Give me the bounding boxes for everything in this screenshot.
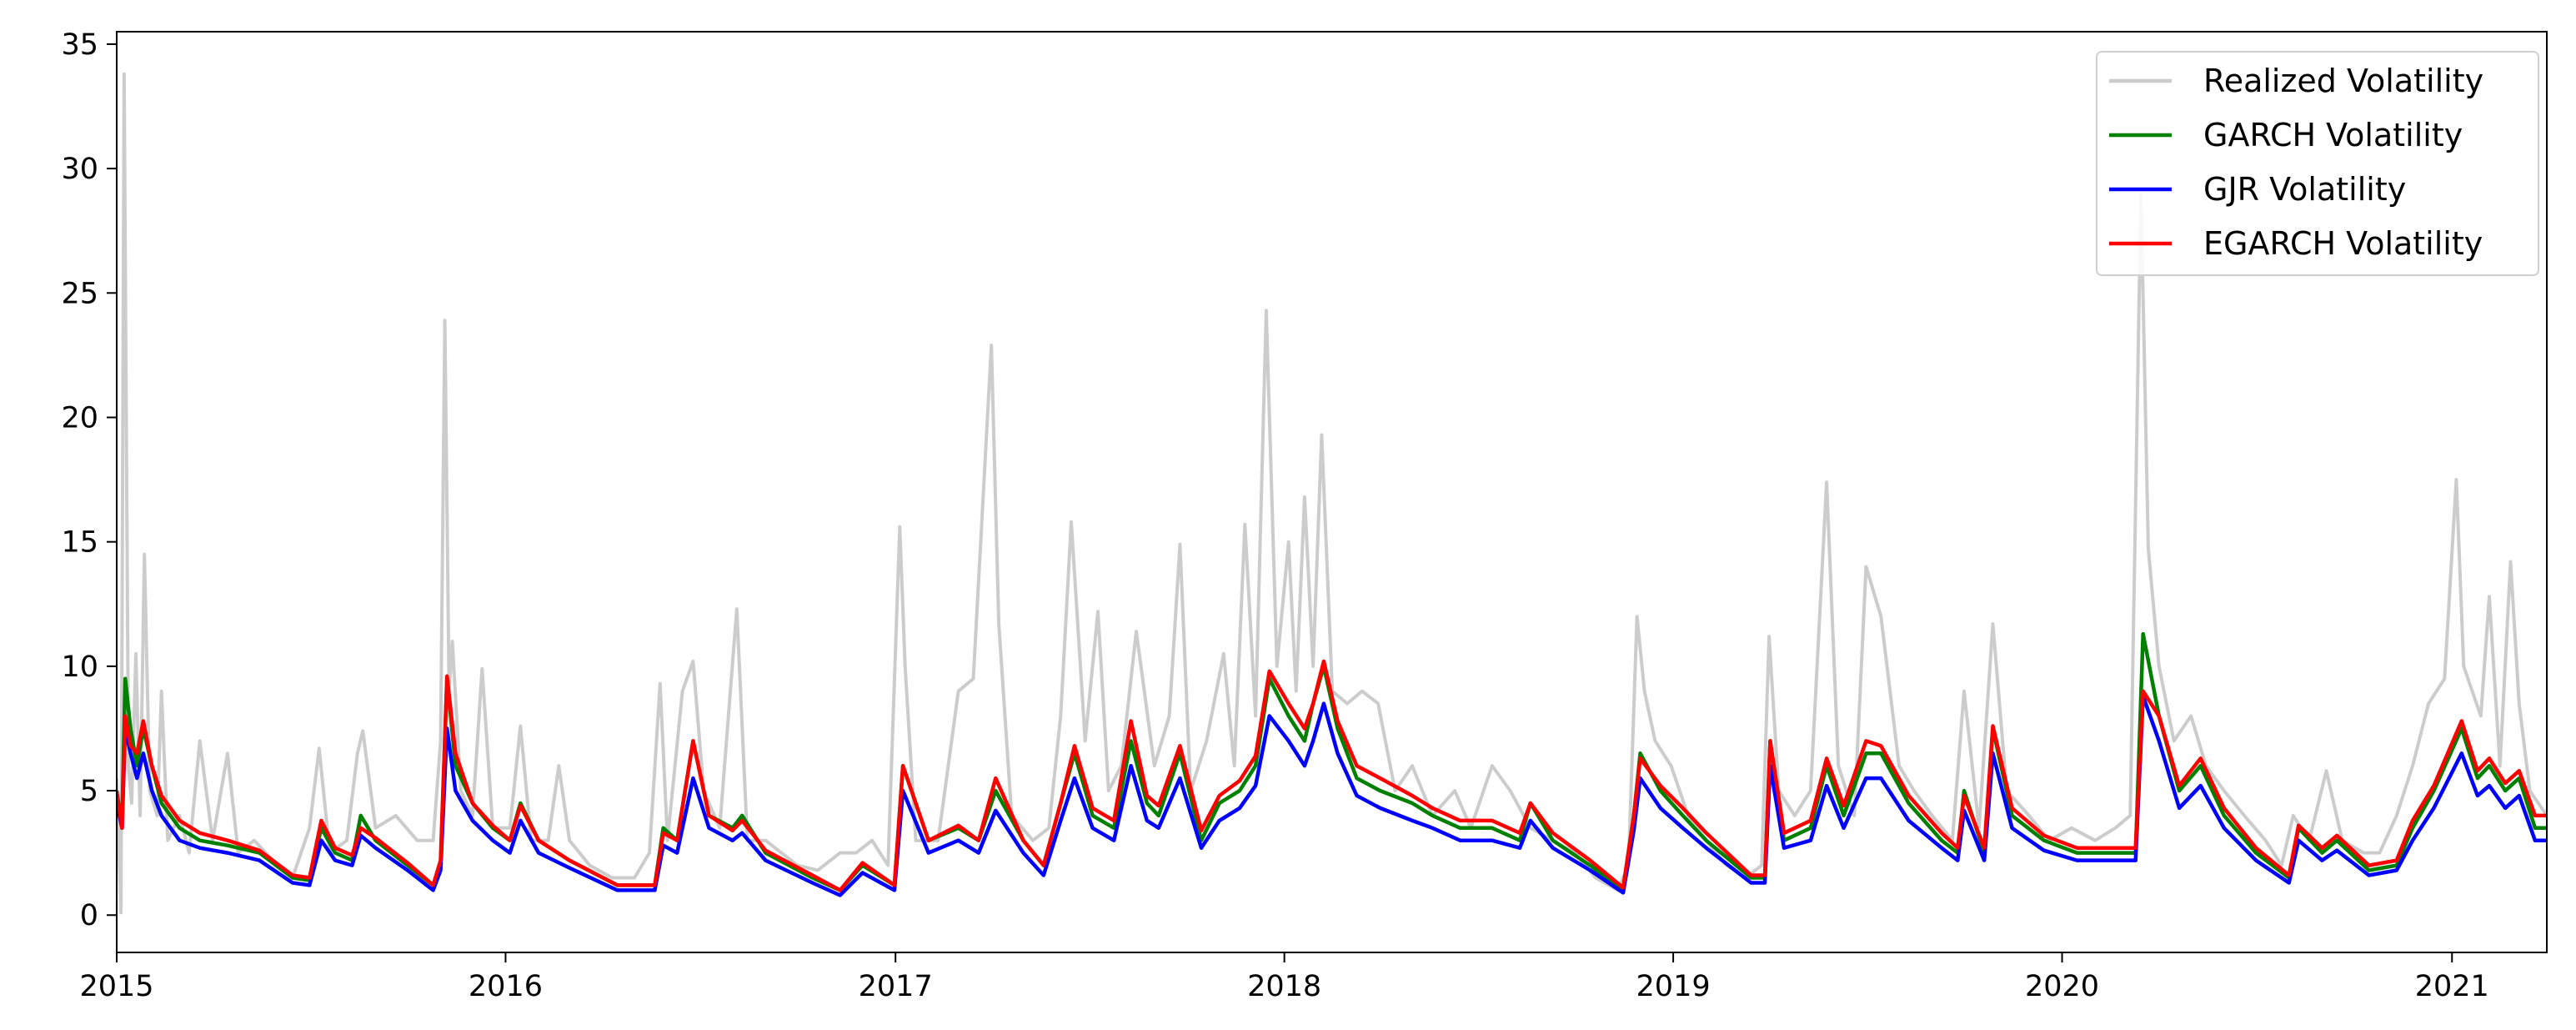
series-line-realized-volatility: [117, 72, 2547, 915]
plot-frame: [116, 31, 2548, 953]
x-tick-label: 2017: [859, 970, 933, 1003]
legend-label: GJR Volatility: [2203, 171, 2406, 208]
y-tick-label: 15: [61, 526, 98, 560]
series-line-egarch-volatility: [117, 659, 2547, 892]
x-tick-label: 2018: [1247, 970, 1321, 1003]
y-tick-label: 0: [80, 899, 98, 932]
x-tick-label: 2021: [2415, 970, 2489, 1003]
legend-box: [2096, 51, 2539, 276]
legend-label: GARCH Volatility: [2203, 117, 2463, 153]
x-tick-label: 2020: [2025, 970, 2099, 1003]
legend-label: EGARCH Volatility: [2203, 225, 2483, 262]
x-tick-label: 2019: [1636, 970, 1711, 1003]
y-tick-label: 5: [80, 775, 98, 808]
y-tick-label: 25: [61, 277, 98, 310]
y-tick-label: 30: [61, 153, 98, 186]
legend-label: Realized Volatility: [2203, 63, 2483, 99]
x-tick-label: 2015: [79, 970, 153, 1003]
y-tick-label: 35: [61, 28, 98, 62]
y-tick-label: 20: [61, 401, 98, 435]
x-tick-label: 2016: [469, 970, 543, 1003]
legend: Realized Volatility GARCH Volatility GJR V…: [2096, 51, 2539, 276]
plot-area: [117, 72, 2547, 915]
y-tick-label: 10: [61, 651, 98, 684]
axes: 0 5 10 15 20 25 30 35 2015 2016 2017 2018 2019 2020 20…: [61, 28, 2548, 1003]
